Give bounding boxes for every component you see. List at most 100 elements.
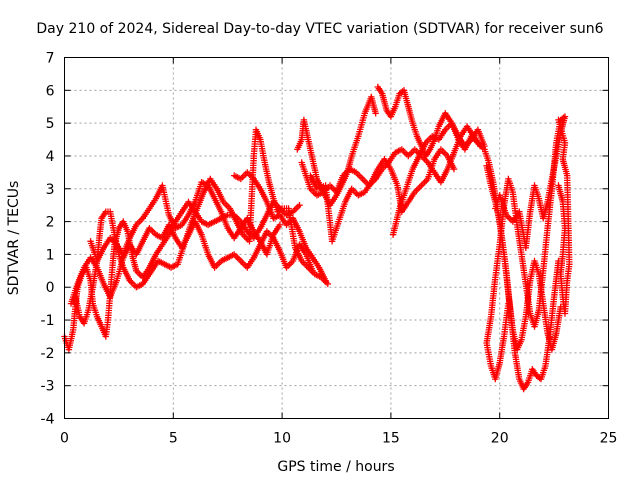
data-point xyxy=(387,165,400,187)
data-point xyxy=(500,302,512,340)
data-point xyxy=(276,221,284,229)
data-point xyxy=(474,139,486,151)
data-point xyxy=(139,269,154,288)
data-point xyxy=(298,159,309,177)
series-track-5 xyxy=(231,169,329,284)
data-point xyxy=(87,254,99,269)
data-point xyxy=(263,233,276,258)
series-track-8 xyxy=(307,146,458,245)
series-track-12 xyxy=(483,113,569,383)
plot-frame xyxy=(64,57,609,419)
data-point xyxy=(224,252,236,261)
data-point xyxy=(381,156,393,171)
data-point xyxy=(213,185,226,204)
data-point xyxy=(257,213,270,232)
data-point xyxy=(348,185,360,197)
data-point xyxy=(531,182,542,200)
data-point xyxy=(405,103,416,125)
data-point xyxy=(463,123,476,138)
data-point xyxy=(559,225,569,256)
data-point xyxy=(80,309,91,327)
data-point xyxy=(172,210,184,225)
data-point xyxy=(496,202,508,246)
series-track-2 xyxy=(72,126,331,327)
data-point xyxy=(257,185,270,204)
data-point xyxy=(555,182,566,203)
data-point xyxy=(398,200,411,215)
data-point xyxy=(540,225,551,272)
data-point xyxy=(93,246,106,265)
data-point xyxy=(505,300,512,307)
data-point xyxy=(558,113,569,122)
data-point xyxy=(296,228,309,249)
data-point xyxy=(514,223,525,258)
data-point xyxy=(409,119,420,138)
data-point xyxy=(518,253,529,288)
data-point xyxy=(220,198,232,210)
data-point xyxy=(70,306,79,334)
data-point xyxy=(405,190,417,206)
data-point xyxy=(387,105,398,120)
data-point xyxy=(257,136,268,164)
y-tick-label: 1 xyxy=(46,247,55,263)
data-point xyxy=(93,264,107,286)
data-point xyxy=(152,231,164,241)
data-point xyxy=(305,136,316,161)
data-point xyxy=(488,274,499,318)
series-track-10 xyxy=(389,119,562,393)
data-point xyxy=(501,175,512,207)
data-point xyxy=(315,264,328,282)
data-point xyxy=(520,380,531,393)
data-point xyxy=(146,253,159,271)
data-point xyxy=(302,172,313,190)
data-point xyxy=(544,185,556,229)
data-point xyxy=(518,315,529,343)
data-point xyxy=(85,286,96,314)
data-point xyxy=(437,146,449,158)
data-point xyxy=(191,181,205,206)
data-point xyxy=(405,147,417,160)
data-point xyxy=(126,277,138,289)
data-point xyxy=(450,165,458,173)
data-point xyxy=(557,251,566,276)
y-tick-label: 4 xyxy=(46,149,55,165)
data-point xyxy=(172,222,184,232)
data-point xyxy=(533,372,543,382)
data-point xyxy=(120,218,130,233)
data-point xyxy=(481,146,492,164)
data-point xyxy=(561,279,571,317)
data-point xyxy=(207,175,219,190)
data-point xyxy=(218,208,231,230)
data-point xyxy=(542,335,553,370)
data-point xyxy=(211,259,223,271)
data-point xyxy=(544,178,555,206)
data-point xyxy=(426,138,437,153)
data-point xyxy=(505,290,516,331)
data-point xyxy=(396,88,406,97)
data-point xyxy=(113,256,126,284)
data-point xyxy=(548,139,560,190)
data-point xyxy=(442,110,454,125)
x-tick-label: 20 xyxy=(491,431,509,447)
data-point xyxy=(560,158,571,179)
data-point xyxy=(531,257,542,276)
data-point xyxy=(270,212,282,222)
data-point xyxy=(392,147,404,156)
data-point xyxy=(261,159,272,184)
y-tick-label: 2 xyxy=(46,215,55,231)
data-point xyxy=(167,261,180,271)
data-point xyxy=(513,338,524,353)
data-point xyxy=(231,172,243,182)
data-point xyxy=(496,335,507,366)
data-point xyxy=(500,251,512,295)
y-tick-label: -4 xyxy=(41,412,55,428)
data-point xyxy=(348,135,361,160)
data-point xyxy=(102,319,111,340)
data-point xyxy=(283,259,295,271)
data-point xyxy=(389,207,403,238)
data-point xyxy=(289,215,302,233)
data-point xyxy=(326,194,339,209)
y-tick-label: 7 xyxy=(46,51,55,67)
data-point xyxy=(152,243,165,258)
